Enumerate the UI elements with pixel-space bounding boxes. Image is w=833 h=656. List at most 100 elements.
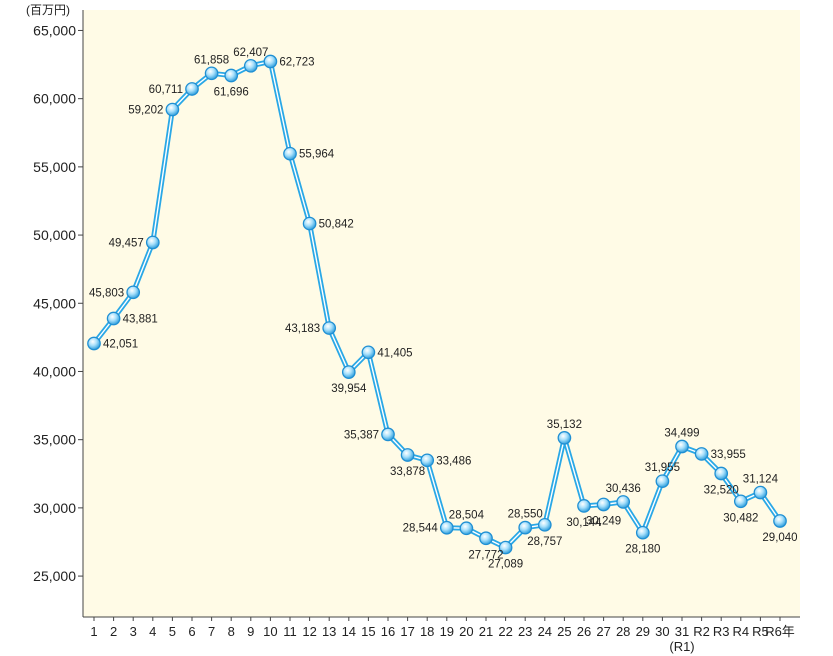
data-point [145, 235, 160, 250]
x-tick-label: 30 [655, 624, 669, 639]
x-tick-label: 11 [283, 624, 297, 639]
data-label: 61,858 [194, 54, 229, 66]
data-label: 59,202 [128, 105, 163, 117]
data-label: 27,772 [468, 549, 503, 561]
data-point [753, 485, 768, 500]
y-tick-label: 30,000 [33, 500, 76, 516]
x-tick-label: 20 [459, 624, 473, 639]
data-label: 31,124 [743, 474, 779, 486]
data-label: 60,711 [149, 84, 183, 96]
data-point [537, 517, 552, 532]
data-label: 33,955 [711, 449, 746, 461]
data-point [577, 499, 591, 513]
data-labels: 42,051 43,881 45,803 49,457 59,202 60,711 61,8… [89, 47, 798, 571]
data-point [126, 285, 141, 300]
data-label: 28,180 [625, 544, 660, 556]
x-tick-label: R5 [752, 624, 769, 639]
data-markers [87, 54, 787, 555]
data-label: 28,550 [508, 509, 543, 521]
data-label: 61,696 [214, 87, 249, 99]
x-tick-label: 16 [381, 624, 395, 639]
data-point [243, 58, 258, 73]
data-label: 33,878 [390, 466, 425, 478]
data-point [498, 540, 513, 555]
data-label: 32,520 [704, 485, 739, 497]
x-tick-label: 7 [208, 624, 215, 639]
y-tick-label: 65,000 [33, 22, 76, 38]
data-point [302, 216, 317, 231]
data-label: 30,436 [606, 483, 641, 495]
x-tick-label: 15 [361, 624, 375, 639]
x-ticks: 1 2 3 4 5 6 7 8 9 10 11 12 13 14 15 16 17 18 19 20 21 22 23 24 2… [90, 617, 795, 654]
data-label: 62,723 [279, 57, 314, 69]
data-point [479, 531, 493, 546]
data-label: 27,089 [488, 559, 523, 571]
data-point [773, 514, 787, 528]
data-point [283, 146, 297, 161]
data-point [106, 311, 121, 326]
data-label: 43,183 [285, 323, 320, 335]
x-tick-label: 19 [440, 624, 454, 639]
x-tick-label: R2 [693, 624, 710, 639]
data-label: 39,954 [331, 383, 367, 395]
data-point [185, 82, 199, 96]
x-tick-label: R3 [713, 624, 730, 639]
data-label: 33,486 [436, 455, 471, 467]
x-tick-label: 23 [518, 624, 532, 639]
data-label: 35,387 [344, 429, 379, 441]
data-label: 62,407 [233, 47, 268, 59]
y-tick-label: 50,000 [33, 227, 76, 243]
data-point [204, 66, 219, 81]
y-tick-label: 35,000 [33, 432, 76, 448]
x-tick-label: 2 [110, 624, 117, 639]
x-tick-label: 24 [538, 624, 552, 639]
x-tick-label: 26 [577, 624, 591, 639]
x-tick-label: 18 [420, 624, 434, 639]
x-tick-label: 4 [149, 624, 156, 639]
data-label: 34,499 [664, 428, 699, 440]
data-label: 42,051 [103, 338, 138, 350]
x-tick-label: 1 [90, 624, 97, 639]
x-tick-label: 9 [247, 624, 254, 639]
data-point [381, 427, 395, 442]
x-tick-label: 14 [342, 624, 356, 639]
data-point [596, 497, 611, 512]
x-tick-label: 27 [596, 624, 610, 639]
data-point [518, 520, 533, 535]
x-tick-label: 29 [636, 624, 650, 639]
data-label: 28,757 [527, 536, 562, 548]
x-tick-label: 5 [169, 624, 176, 639]
data-point [400, 448, 415, 462]
x-tick-label: 28 [616, 624, 630, 639]
data-point [361, 345, 376, 360]
data-point [341, 365, 356, 379]
data-point [557, 431, 572, 445]
data-label: 28,544 [403, 523, 439, 535]
x-tick-label: 3 [130, 624, 137, 639]
x-tick-label: 6 [188, 624, 195, 639]
data-label: 28,504 [449, 509, 485, 521]
x-tick-label: 12 [302, 624, 316, 639]
data-label: 30,144 [566, 517, 602, 529]
x-tick-label: 10 [263, 624, 277, 639]
data-point [87, 336, 101, 351]
x-tick-label: 25 [557, 624, 571, 639]
y-tick-label: 40,000 [33, 363, 76, 379]
data-point [714, 466, 729, 481]
x-tick-label: R4 [732, 624, 749, 639]
y-ticks: 25,000 30,000 35,000 40,000 45,000 50,000 55,0… [33, 22, 83, 584]
data-label: 43,881 [123, 314, 158, 326]
x-tick-sublabel: (R1) [669, 639, 694, 654]
data-point [733, 494, 748, 509]
x-tick-label: 21 [479, 624, 493, 639]
data-point [224, 68, 239, 83]
data-label: 31,955 [645, 462, 680, 474]
y-tick-label: 55,000 [33, 159, 76, 175]
data-label: 50,842 [319, 219, 354, 231]
data-point [439, 520, 454, 535]
data-point [165, 102, 180, 117]
y-tick-label: 45,000 [33, 295, 76, 311]
data-label: 45,803 [89, 287, 124, 299]
data-label: 49,457 [109, 237, 144, 249]
